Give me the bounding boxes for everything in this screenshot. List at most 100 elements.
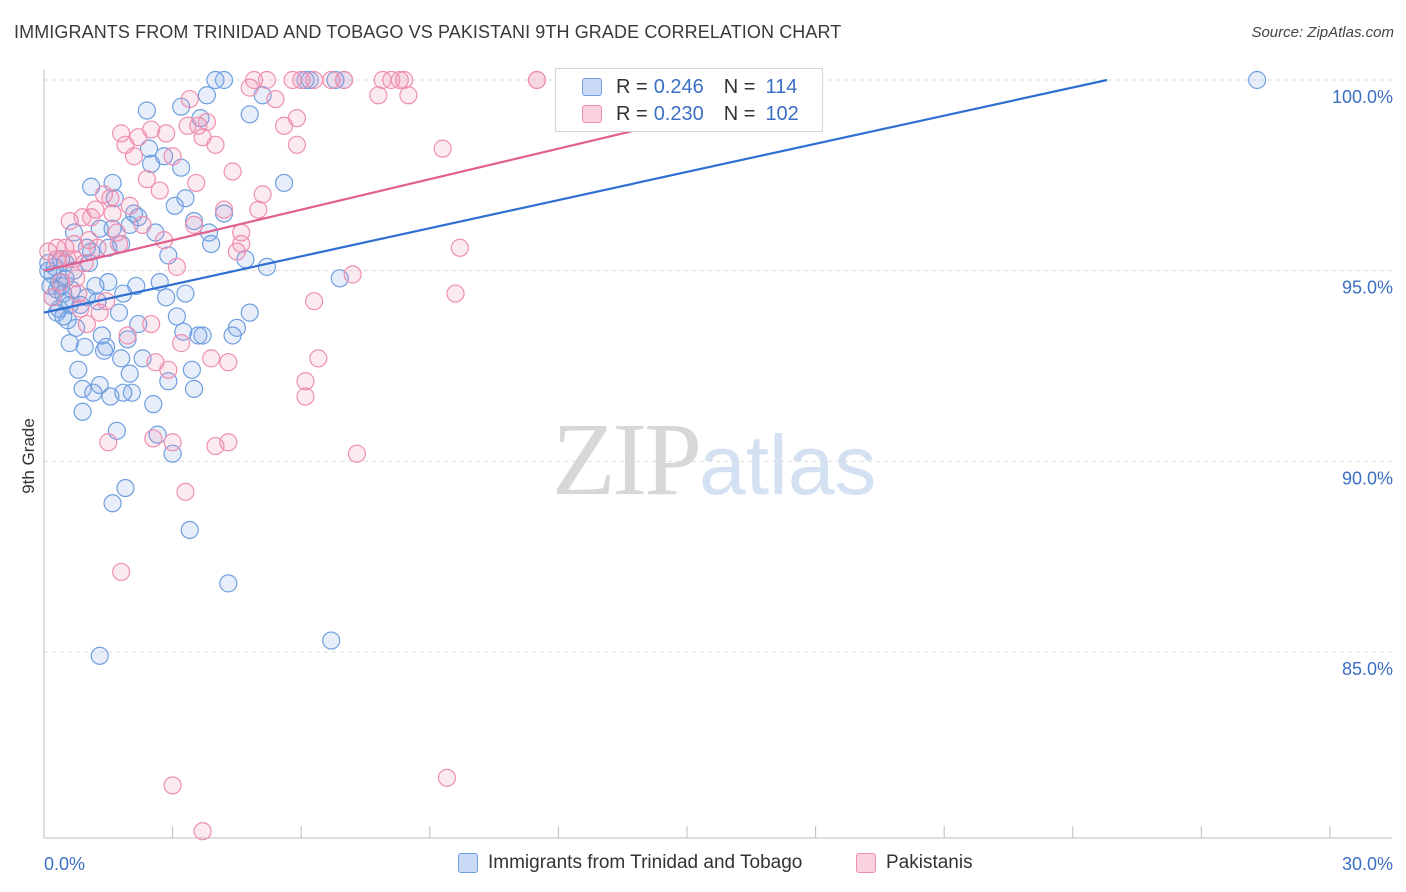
point-trinidad bbox=[129, 314, 148, 334]
point-pakistani bbox=[43, 288, 62, 307]
y-tick-label: 100.0% bbox=[1332, 87, 1393, 107]
point-pakistani bbox=[266, 89, 285, 109]
point-trinidad bbox=[227, 318, 246, 337]
point-pakistani bbox=[257, 70, 277, 90]
point-trinidad bbox=[67, 318, 86, 337]
point-pakistani bbox=[304, 292, 324, 311]
legend-r-label: R = bbox=[616, 75, 648, 98]
point-pakistani bbox=[343, 265, 362, 284]
legend-swatch-blue bbox=[458, 853, 478, 873]
point-trinidad bbox=[105, 189, 124, 208]
point-pakistani bbox=[390, 70, 409, 90]
point-trinidad bbox=[116, 478, 135, 498]
point-pakistani bbox=[157, 124, 176, 143]
point-pakistani bbox=[437, 768, 457, 787]
point-trinidad bbox=[157, 288, 176, 307]
point-trinidad bbox=[90, 646, 109, 665]
point-pakistani bbox=[47, 238, 66, 257]
point-pakistani bbox=[163, 433, 182, 452]
legend-swatch-pink bbox=[856, 853, 876, 873]
point-pakistani bbox=[144, 429, 163, 448]
point-trinidad bbox=[193, 326, 212, 345]
point-trinidad bbox=[73, 379, 92, 398]
watermark: ZIPatlas bbox=[552, 402, 877, 517]
legend-n-value: 102 bbox=[765, 102, 799, 125]
point-pakistani bbox=[309, 349, 328, 368]
point-trinidad bbox=[214, 70, 234, 90]
point-pakistani bbox=[322, 70, 341, 90]
point-pakistani bbox=[69, 284, 88, 303]
point-trinidad bbox=[112, 349, 131, 368]
point-pakistani bbox=[118, 326, 137, 345]
chart-title: IMMIGRANTS FROM TRINIDAD AND TOBAGO VS P… bbox=[14, 22, 842, 42]
point-pakistani bbox=[90, 303, 109, 322]
point-pakistani bbox=[244, 70, 264, 90]
point-trinidad bbox=[184, 211, 204, 231]
point-pakistani bbox=[394, 70, 414, 90]
y-tick-label: 95.0% bbox=[1342, 278, 1393, 298]
point-pakistani bbox=[176, 482, 195, 501]
point-pakistani bbox=[112, 124, 131, 143]
legend-row-trinidad: R = 0.246 N = 114 bbox=[556, 74, 797, 100]
point-pakistani bbox=[223, 162, 242, 181]
point-pakistani bbox=[202, 349, 221, 368]
point-pakistani bbox=[142, 314, 161, 334]
legend-swatch-blue bbox=[582, 78, 602, 96]
point-trinidad bbox=[219, 574, 238, 593]
point-trinidad bbox=[184, 379, 204, 398]
point-pakistani bbox=[67, 269, 86, 288]
point-pakistani bbox=[124, 147, 144, 166]
point-pakistani bbox=[287, 109, 307, 128]
trendline-pakistani bbox=[43, 117, 688, 272]
point-pakistani bbox=[249, 200, 268, 219]
point-pakistani bbox=[112, 562, 131, 582]
point-pakistani bbox=[101, 189, 120, 208]
point-pakistani bbox=[184, 215, 204, 235]
point-trinidad bbox=[240, 105, 259, 124]
point-trinidad bbox=[197, 86, 216, 105]
point-pakistani bbox=[369, 86, 388, 105]
point-pakistani bbox=[103, 204, 122, 223]
point-trinidad bbox=[1248, 70, 1267, 90]
point-trinidad bbox=[257, 257, 277, 276]
point-pakistani bbox=[433, 139, 452, 158]
point-trinidad bbox=[176, 189, 195, 208]
point-pakistani bbox=[219, 433, 238, 452]
point-pakistani bbox=[159, 360, 178, 379]
legend-item-pakistani[interactable]: Pakistanis bbox=[856, 852, 973, 874]
point-trinidad bbox=[103, 494, 122, 513]
point-pakistani bbox=[219, 353, 238, 372]
x-tick-label: 0.0% bbox=[44, 854, 85, 874]
point-pakistani bbox=[178, 116, 197, 135]
point-pakistani bbox=[347, 444, 367, 463]
point-trinidad bbox=[97, 337, 116, 357]
point-pakistani bbox=[399, 86, 418, 105]
legend-label-trinidad: Immigrants from Trinidad and Tobago bbox=[488, 852, 803, 873]
point-pakistani bbox=[86, 200, 105, 219]
x-tick-label: 30.0% bbox=[1342, 854, 1393, 874]
point-pakistani bbox=[109, 234, 129, 254]
point-trinidad bbox=[99, 273, 118, 292]
point-trinidad bbox=[84, 383, 103, 402]
legend-item-trinidad[interactable]: Immigrants from Trinidad and Tobago bbox=[458, 852, 802, 874]
point-pakistani bbox=[214, 200, 234, 219]
point-trinidad bbox=[69, 360, 88, 379]
point-pakistani bbox=[64, 234, 84, 254]
point-pakistani bbox=[120, 196, 139, 215]
point-pakistani bbox=[206, 135, 225, 154]
point-trinidad bbox=[176, 284, 195, 303]
point-trinidad bbox=[60, 334, 79, 353]
point-trinidad bbox=[118, 330, 137, 349]
point-pakistani bbox=[232, 223, 251, 242]
point-pakistani bbox=[296, 372, 315, 391]
point-pakistani bbox=[163, 147, 182, 166]
trendline-trinidad bbox=[43, 78, 1108, 314]
point-pakistani bbox=[137, 170, 156, 189]
point-pakistani bbox=[172, 334, 191, 353]
legend-label-pakistani: Pakistanis bbox=[886, 852, 973, 873]
y-tick-label: 85.0% bbox=[1342, 659, 1393, 679]
point-trinidad bbox=[189, 326, 208, 345]
point-trinidad bbox=[180, 520, 199, 540]
point-trinidad bbox=[174, 322, 193, 341]
point-trinidad bbox=[122, 383, 141, 402]
